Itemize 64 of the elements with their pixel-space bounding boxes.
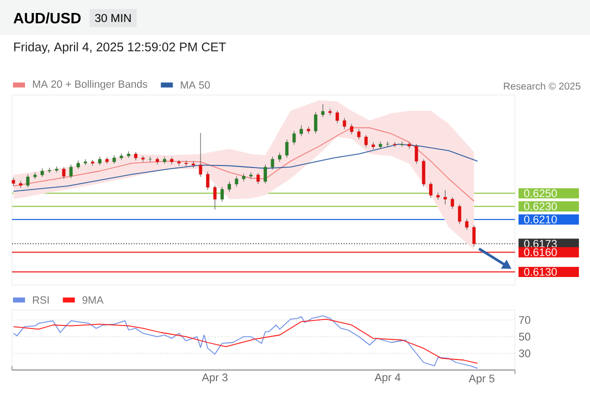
candlestick	[234, 176, 238, 188]
candlestick	[264, 164, 267, 184]
y-tick-label: 50	[518, 332, 530, 341]
candlestick	[220, 186, 224, 202]
candlestick	[285, 139, 289, 158]
candlestick	[26, 174, 30, 188]
candlestick	[141, 156, 145, 162]
x-tick-label: Apr 3	[202, 374, 228, 384]
candlestick	[306, 126, 310, 134]
legend-label: MA 20 + Bollinger Bands	[33, 80, 148, 90]
candlestick	[314, 112, 318, 134]
candlestick	[378, 141, 382, 150]
legend-label: 9MA	[82, 296, 104, 304]
candlestick	[62, 166, 66, 180]
y-tick-label: 30	[518, 349, 530, 358]
candlestick	[336, 110, 339, 124]
legend-label: MA 50	[180, 81, 210, 89]
candlestick	[414, 144, 418, 164]
candlestick	[256, 172, 260, 184]
y-tick-label: 0.6160	[524, 248, 557, 256]
candlestick	[228, 181, 231, 192]
candlestick	[465, 218, 468, 230]
candlestick	[206, 171, 210, 190]
candlestick	[300, 124, 303, 137]
candlestick	[198, 132, 202, 178]
candlestick	[357, 128, 360, 140]
candlestick	[342, 118, 346, 130]
candlestick	[328, 108, 332, 116]
candlestick	[422, 158, 426, 188]
candlestick	[69, 164, 73, 179]
y-tick-label: 0.6173	[524, 240, 557, 248]
legend-label: RSI	[33, 296, 49, 304]
candlestick	[270, 156, 274, 170]
candlestick	[321, 104, 325, 118]
chart-title: AUD/USD	[14, 12, 81, 24]
candlestick	[177, 160, 181, 166]
candlestick	[12, 177, 16, 186]
candlestick	[436, 192, 440, 200]
candlestick	[472, 225, 476, 247]
y-tick-label: 0.6130	[524, 268, 557, 276]
candlestick	[292, 130, 296, 146]
y-tick-label: 0.6210	[524, 216, 557, 224]
text: 30 MIN	[95, 14, 131, 22]
candlestick	[450, 196, 454, 210]
text: Apr 5	[468, 374, 494, 385]
candlestick	[33, 172, 37, 180]
candlestick	[162, 156, 166, 164]
candlestick	[429, 182, 432, 198]
chart-subtitle: Friday, April 4, 2025 12:59:02 PM CET	[14, 42, 226, 54]
line-series	[12, 144, 478, 192]
y-tick-label: 0.6230	[524, 202, 557, 210]
x-tick-label: Apr 4	[374, 374, 400, 384]
line-series	[12, 127, 474, 202]
candlestick	[400, 141, 404, 148]
candlestick	[458, 204, 462, 224]
candlestick	[213, 185, 217, 210]
candlestick	[364, 134, 368, 148]
candlestick	[105, 156, 109, 164]
y-tick-label: 70	[519, 316, 530, 324]
candlestick	[444, 190, 447, 205]
y-tick-label: 0.6250	[524, 189, 557, 198]
candlestick	[278, 152, 282, 162]
candlestick	[350, 124, 354, 135]
text: Research © 2025	[504, 82, 580, 90]
